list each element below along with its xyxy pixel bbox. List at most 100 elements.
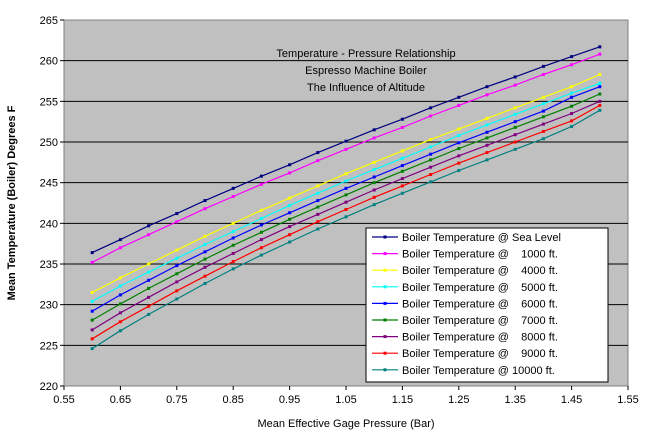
legend-label: Boiler Temperature @ 9000 ft.	[402, 348, 558, 360]
data-point	[203, 199, 207, 203]
data-point	[203, 274, 207, 278]
data-point	[485, 116, 489, 120]
data-point	[457, 147, 461, 151]
x-tick-label: 1.35	[504, 394, 525, 406]
data-point	[259, 253, 263, 257]
data-point	[118, 302, 122, 306]
data-point	[372, 175, 376, 179]
data-point	[598, 99, 602, 103]
data-point	[175, 289, 179, 293]
x-axis-label: Mean Effective Gage Pressure (Bar)	[257, 418, 434, 430]
data-point	[429, 145, 433, 149]
legend-swatch-marker	[383, 301, 387, 305]
data-point	[203, 207, 207, 211]
data-point	[118, 293, 122, 297]
x-tick-label: 0.95	[279, 394, 300, 406]
data-point	[513, 125, 517, 129]
legend-entry: Boiler Temperature @ 10000 ft.	[372, 365, 555, 377]
data-point	[175, 212, 179, 216]
data-point	[457, 133, 461, 137]
series-6	[90, 99, 602, 332]
data-point	[372, 160, 376, 164]
legend-swatch-marker	[383, 285, 387, 289]
data-point	[259, 238, 263, 242]
legend-label: Boiler Temperature @ 7000 ft.	[402, 315, 558, 327]
data-point	[147, 270, 151, 274]
legend-entry: Boiler Temperature @ 1000 ft.	[372, 249, 558, 261]
data-point	[175, 272, 179, 276]
series-1	[90, 52, 602, 264]
series-layer	[90, 45, 602, 351]
data-point	[288, 225, 292, 229]
x-tick-label: 1.05	[335, 394, 356, 406]
data-point	[118, 246, 122, 250]
x-tick-label: 0.75	[166, 394, 187, 406]
data-point	[118, 276, 122, 280]
data-point	[203, 282, 207, 286]
data-point	[90, 328, 94, 332]
data-point	[147, 224, 151, 228]
data-point	[598, 52, 602, 56]
legend-label: Boiler Temperature @ 4000 ft.	[402, 265, 558, 277]
data-point	[288, 240, 292, 244]
data-point	[485, 143, 489, 147]
data-point	[147, 286, 151, 290]
data-point	[316, 220, 320, 224]
data-point	[90, 318, 94, 322]
data-point	[147, 233, 151, 237]
legend-entry: Boiler Temperature @ 8000 ft.	[372, 332, 558, 344]
legend-entry: Boiler Temperature @ 4000 ft.	[372, 265, 558, 277]
data-point	[90, 309, 94, 313]
data-point	[344, 200, 348, 204]
data-point	[90, 347, 94, 351]
data-point	[231, 236, 235, 240]
legend-label: Boiler Temperature @ 1000 ft.	[402, 249, 558, 261]
data-point	[203, 257, 207, 261]
data-point	[90, 337, 94, 341]
legend-swatch-marker	[383, 235, 387, 239]
x-tick-label: 1.45	[561, 394, 582, 406]
data-point	[485, 130, 489, 134]
data-point	[259, 208, 263, 212]
data-point	[485, 136, 489, 140]
chart-title-line-1: Temperature - Pressure Relationship	[276, 48, 455, 60]
legend-swatch-marker	[383, 268, 387, 272]
x-tick-label: 1.25	[448, 394, 469, 406]
legend-swatch-marker	[383, 368, 387, 372]
data-point	[344, 179, 348, 183]
data-point	[372, 195, 376, 199]
data-point	[259, 223, 263, 227]
y-tick-label: 255	[40, 96, 58, 108]
data-point	[541, 109, 545, 113]
data-point	[513, 106, 517, 110]
data-point	[598, 92, 602, 96]
y-tick-label: 240	[40, 218, 58, 230]
data-point	[513, 133, 517, 137]
data-point	[400, 164, 404, 168]
data-point	[429, 152, 433, 156]
data-point	[457, 161, 461, 165]
legend-box	[365, 227, 609, 383]
data-point	[147, 278, 151, 282]
data-point	[570, 104, 574, 108]
data-point	[513, 147, 517, 151]
data-point	[344, 186, 348, 190]
data-point	[288, 211, 292, 215]
data-point	[513, 120, 517, 124]
data-point	[118, 320, 122, 324]
data-point	[147, 295, 151, 299]
data-point	[372, 188, 376, 192]
data-point	[570, 95, 574, 99]
data-point	[288, 196, 292, 200]
data-point	[175, 248, 179, 252]
data-point	[400, 191, 404, 195]
data-point	[372, 181, 376, 185]
data-point	[231, 251, 235, 255]
data-point	[316, 227, 320, 231]
data-point	[118, 284, 122, 288]
data-point	[259, 230, 263, 234]
data-point	[541, 122, 545, 126]
x-tick-label: 0.65	[110, 394, 131, 406]
